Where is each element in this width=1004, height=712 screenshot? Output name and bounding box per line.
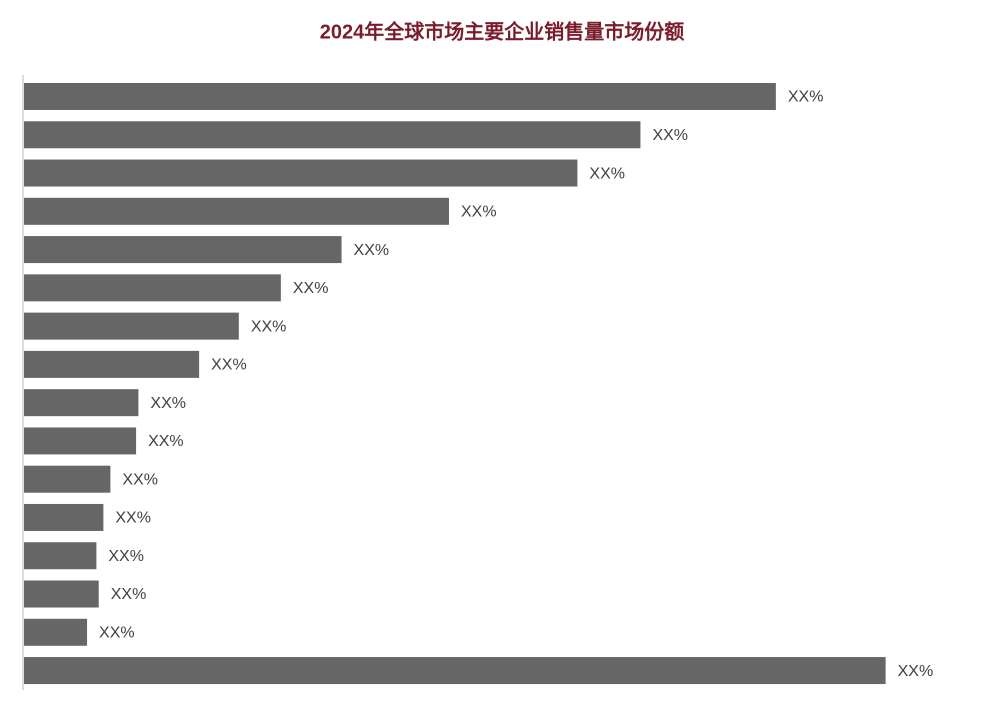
value-label: XX% xyxy=(589,165,625,182)
value-label: XX% xyxy=(122,471,158,488)
value-label: XX% xyxy=(99,624,135,641)
bar xyxy=(24,350,200,378)
value-label: XX% xyxy=(788,89,824,106)
value-label: XX% xyxy=(354,242,390,259)
bar xyxy=(24,465,111,493)
bar xyxy=(24,274,281,302)
value-label: XX% xyxy=(461,204,497,221)
value-label: XX% xyxy=(293,280,329,297)
bar xyxy=(24,159,578,187)
bar xyxy=(24,83,776,110)
value-label: XX% xyxy=(150,395,186,412)
bar xyxy=(24,389,139,417)
chart-title: 2024年全球市场主要企业销售量市场份额 xyxy=(320,19,685,43)
bar xyxy=(24,312,239,340)
bar xyxy=(24,236,342,264)
bar xyxy=(24,657,886,685)
value-label: XX% xyxy=(148,433,184,450)
value-label: XX% xyxy=(652,127,688,144)
bar xyxy=(24,618,88,646)
value-label: XX% xyxy=(115,510,151,527)
value-label: XX% xyxy=(111,586,147,603)
bar xyxy=(24,197,449,225)
bar xyxy=(24,542,97,570)
value-label: XX% xyxy=(898,663,934,680)
bar xyxy=(24,503,104,531)
bar xyxy=(24,427,137,455)
value-label: XX% xyxy=(251,318,287,335)
value-label: XX% xyxy=(211,357,247,374)
bar xyxy=(24,580,99,608)
value-label: XX% xyxy=(108,548,144,565)
bar xyxy=(24,121,641,149)
